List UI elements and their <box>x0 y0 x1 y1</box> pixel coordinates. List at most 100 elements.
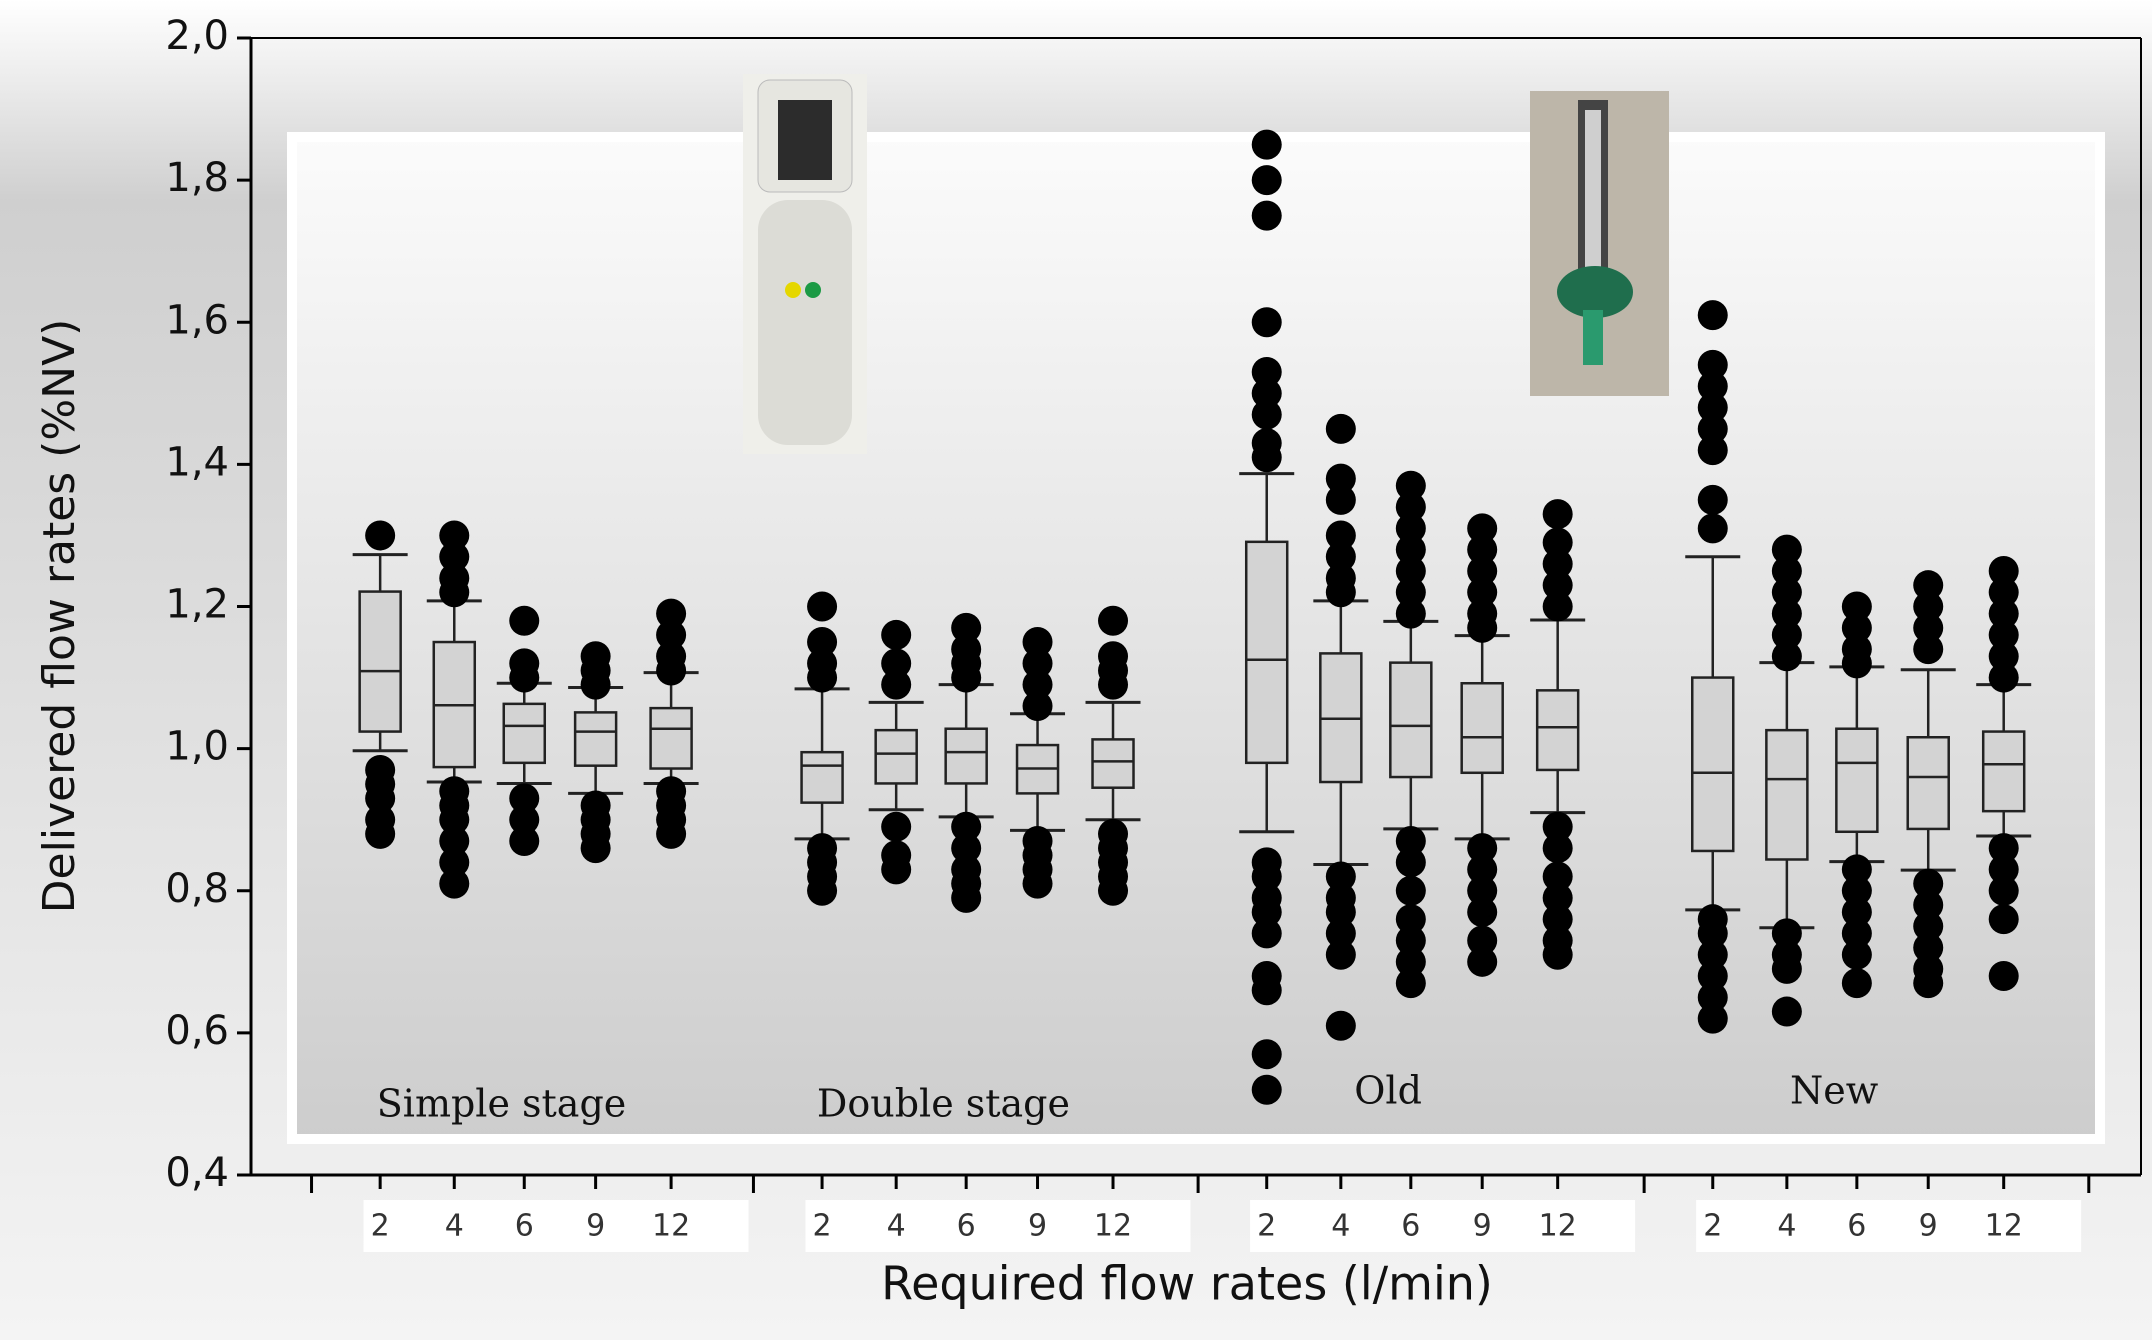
x-tick-label: 9 <box>1028 1209 1047 1244</box>
outlier <box>951 883 981 913</box>
x-tick-label: 12 <box>1094 1209 1132 1244</box>
group-label: Simple stage <box>377 1082 627 1126</box>
x-tick-label: 6 <box>1401 1209 1420 1244</box>
outlier <box>1396 968 1426 998</box>
x-tick-label: 2 <box>813 1209 832 1244</box>
outlier <box>1396 876 1426 906</box>
x-tick-label: 2 <box>1703 1209 1722 1244</box>
y-tick-label: 0,4 <box>165 1150 229 1196</box>
outlier <box>1842 940 1872 970</box>
outlier <box>1252 400 1282 430</box>
flowmeter-image <box>1530 91 1669 396</box>
outlier <box>509 663 539 693</box>
box <box>1390 663 1431 777</box>
y-tick-label: 1,2 <box>165 582 229 628</box>
category-label-bg <box>1250 1200 1635 1252</box>
outlier <box>1326 940 1356 970</box>
x-tick-label: 6 <box>1847 1209 1866 1244</box>
category-label-bg <box>805 1200 1190 1252</box>
outlier <box>1772 641 1802 671</box>
outlier <box>881 854 911 884</box>
outlier <box>1772 997 1802 1027</box>
group-label: Double stage <box>817 1082 1070 1126</box>
outlier <box>439 577 469 607</box>
box <box>876 730 917 783</box>
outlier <box>1252 165 1282 195</box>
x-tick-label: 2 <box>1257 1209 1276 1244</box>
outlier <box>1252 307 1282 337</box>
outlier <box>439 869 469 899</box>
y-axis-label: Delivered flow rates (%NV) <box>34 319 85 914</box>
outlier <box>807 592 837 622</box>
outlier <box>881 620 911 650</box>
box <box>504 704 545 763</box>
box <box>1462 683 1503 773</box>
box <box>1246 542 1287 763</box>
outlier <box>881 812 911 842</box>
outlier <box>1698 1004 1728 1034</box>
outlier <box>1252 201 1282 231</box>
outlier <box>365 520 395 550</box>
box <box>575 712 616 765</box>
category-label-bg <box>364 1200 749 1252</box>
y-tick-label: 0,6 <box>165 1008 229 1054</box>
group-label: Old <box>1354 1069 1422 1113</box>
x-tick-label: 4 <box>1777 1209 1796 1244</box>
box <box>1766 730 1807 859</box>
outlier <box>1989 663 2019 693</box>
box <box>360 592 401 732</box>
x-tick-label: 9 <box>1919 1209 1938 1244</box>
outlier <box>1023 691 1053 721</box>
outlier <box>1543 833 1573 863</box>
y-tick-label: 0,8 <box>165 866 229 912</box>
outlier <box>807 663 837 693</box>
outlier <box>581 670 611 700</box>
outlier <box>1842 968 1872 998</box>
x-tick-label: 9 <box>1473 1209 1492 1244</box>
outlier <box>807 876 837 906</box>
outlier <box>1772 954 1802 984</box>
x-tick-label: 2 <box>371 1209 390 1244</box>
outlier <box>1698 300 1728 330</box>
outlier <box>1543 499 1573 529</box>
x-tick-label: 4 <box>887 1209 906 1244</box>
outlier <box>1467 947 1497 977</box>
outlier <box>1252 1075 1282 1105</box>
outlier <box>1989 961 2019 991</box>
outlier <box>881 670 911 700</box>
outlier <box>1252 918 1282 948</box>
outlier <box>1326 577 1356 607</box>
x-axis-label: Required flow rates (l/min) <box>881 1257 1493 1311</box>
outlier <box>1913 968 1943 998</box>
box <box>946 729 987 784</box>
outlier <box>1989 904 2019 934</box>
outlier <box>1326 485 1356 515</box>
outlier <box>1252 130 1282 160</box>
chart: Delivered flow rates (%NV) Required flow… <box>0 0 2152 1340</box>
outlier <box>1989 876 2019 906</box>
outlier <box>1698 485 1728 515</box>
category-label-bg <box>1696 1200 2081 1252</box>
outlier <box>1252 975 1282 1005</box>
x-tick-label: 12 <box>1539 1209 1577 1244</box>
box <box>1692 678 1733 851</box>
x-tick-label: 4 <box>1331 1209 1350 1244</box>
box <box>1836 729 1877 832</box>
outlier <box>1326 1011 1356 1041</box>
outlier <box>1252 1039 1282 1069</box>
outlier <box>1467 897 1497 927</box>
x-tick-label: 6 <box>957 1209 976 1244</box>
outlier <box>1396 599 1426 629</box>
outlier <box>1698 513 1728 543</box>
outlier <box>1396 847 1426 877</box>
outlier <box>951 663 981 693</box>
outlier <box>1098 606 1128 636</box>
outlier <box>1098 876 1128 906</box>
outlier <box>656 655 686 685</box>
outlier <box>1252 442 1282 472</box>
outlier <box>1698 435 1728 465</box>
group-label: New <box>1790 1069 1879 1113</box>
outlier <box>1023 869 1053 899</box>
outlier <box>1098 670 1128 700</box>
outlier <box>1913 634 1943 664</box>
